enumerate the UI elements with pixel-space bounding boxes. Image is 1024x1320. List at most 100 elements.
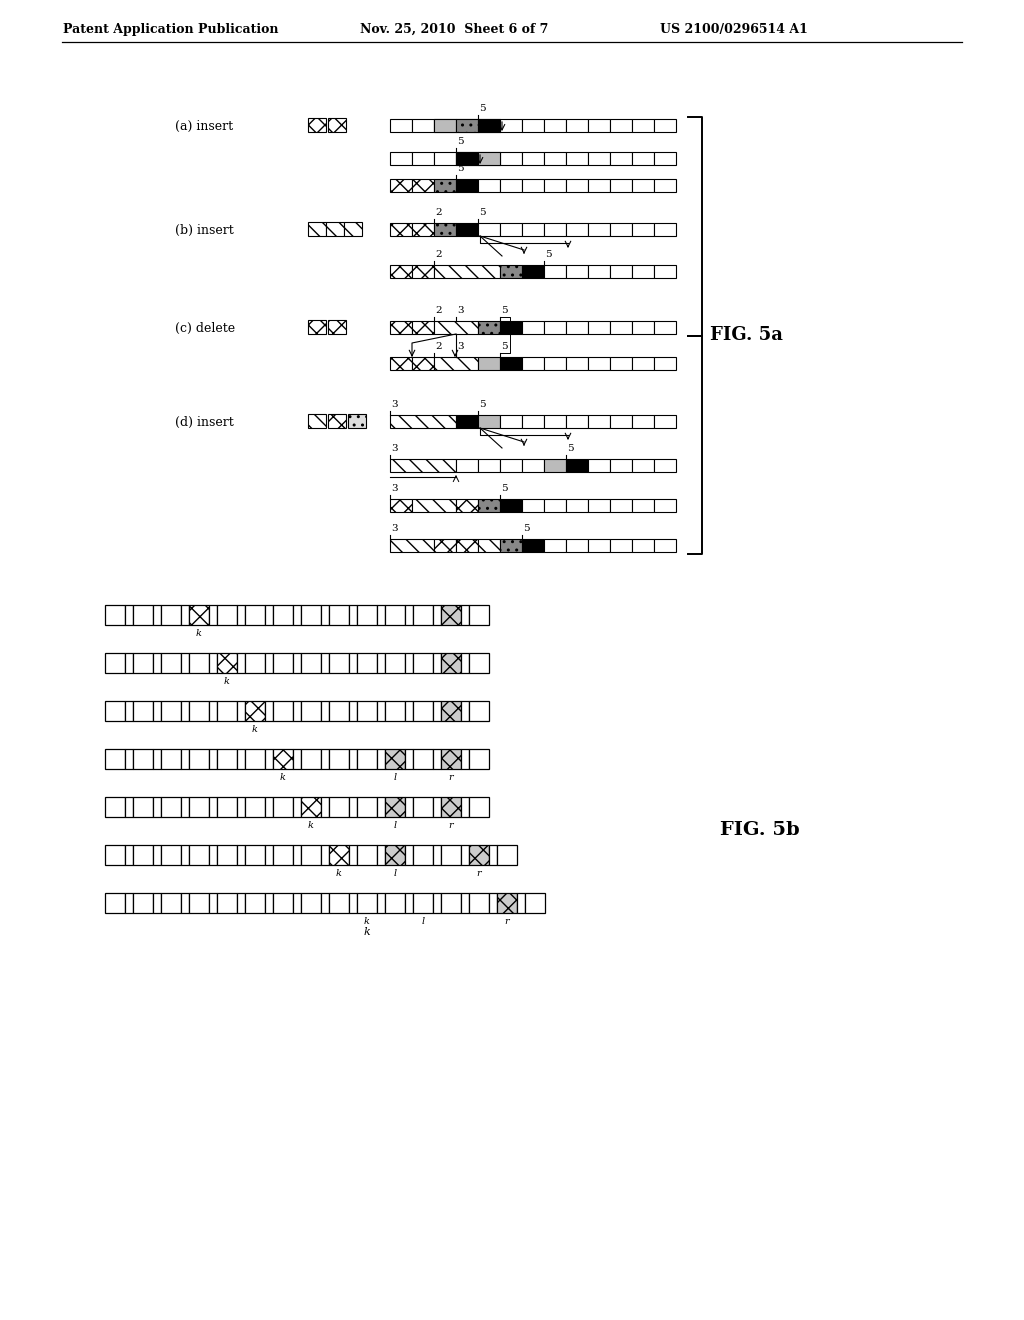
- Bar: [632, 152, 654, 165]
- Bar: [217, 653, 237, 673]
- Bar: [654, 180, 676, 191]
- Bar: [522, 321, 544, 334]
- Bar: [544, 356, 566, 370]
- Bar: [406, 605, 413, 624]
- Text: 5: 5: [457, 137, 464, 147]
- Bar: [321, 701, 329, 721]
- Bar: [357, 797, 377, 817]
- Bar: [500, 414, 522, 428]
- Bar: [293, 748, 301, 770]
- Bar: [161, 797, 181, 817]
- Bar: [433, 894, 441, 913]
- Bar: [385, 845, 406, 865]
- Bar: [273, 797, 293, 817]
- Bar: [610, 356, 632, 370]
- Text: (c) delete: (c) delete: [175, 322, 236, 334]
- Bar: [209, 653, 217, 673]
- Bar: [377, 894, 385, 913]
- Bar: [456, 414, 478, 428]
- Bar: [610, 223, 632, 236]
- Text: k: k: [364, 927, 371, 937]
- Bar: [349, 605, 357, 624]
- Bar: [588, 356, 610, 370]
- Bar: [406, 653, 413, 673]
- Bar: [329, 605, 349, 624]
- Bar: [349, 701, 357, 721]
- Bar: [654, 499, 676, 512]
- Bar: [433, 845, 441, 865]
- Bar: [500, 180, 522, 191]
- Bar: [566, 499, 588, 512]
- Bar: [478, 180, 500, 191]
- Text: 5: 5: [523, 524, 529, 533]
- Bar: [385, 748, 406, 770]
- Bar: [456, 119, 478, 132]
- Bar: [301, 701, 321, 721]
- Bar: [189, 797, 209, 817]
- Bar: [544, 180, 566, 191]
- Text: Patent Application Publication: Patent Application Publication: [63, 22, 279, 36]
- Bar: [588, 539, 610, 552]
- Bar: [153, 653, 161, 673]
- Bar: [412, 152, 434, 165]
- Bar: [265, 748, 273, 770]
- Bar: [265, 894, 273, 913]
- Bar: [326, 222, 344, 236]
- Bar: [105, 605, 125, 624]
- Bar: [377, 797, 385, 817]
- Bar: [434, 356, 478, 370]
- Bar: [478, 356, 500, 370]
- Bar: [377, 845, 385, 865]
- Bar: [357, 605, 377, 624]
- Text: k: k: [280, 774, 286, 781]
- Bar: [385, 894, 406, 913]
- Bar: [500, 223, 522, 236]
- Bar: [434, 180, 456, 191]
- Bar: [293, 797, 301, 817]
- Bar: [588, 223, 610, 236]
- Bar: [390, 152, 412, 165]
- Bar: [654, 321, 676, 334]
- Bar: [461, 748, 469, 770]
- Bar: [181, 845, 189, 865]
- Bar: [189, 701, 209, 721]
- Bar: [406, 797, 413, 817]
- Bar: [588, 265, 610, 279]
- Bar: [456, 459, 478, 473]
- Bar: [461, 845, 469, 865]
- Bar: [349, 894, 357, 913]
- Text: 5: 5: [545, 249, 552, 259]
- Bar: [654, 265, 676, 279]
- Text: r: r: [449, 821, 454, 830]
- Bar: [413, 797, 433, 817]
- Bar: [632, 223, 654, 236]
- Bar: [412, 223, 434, 236]
- Text: 2: 2: [435, 342, 441, 351]
- Bar: [544, 223, 566, 236]
- Bar: [566, 414, 588, 428]
- Bar: [434, 265, 500, 279]
- Bar: [125, 605, 133, 624]
- Bar: [209, 894, 217, 913]
- Bar: [566, 539, 588, 552]
- Bar: [588, 414, 610, 428]
- Bar: [237, 701, 245, 721]
- Bar: [153, 605, 161, 624]
- Bar: [293, 894, 301, 913]
- Bar: [237, 748, 245, 770]
- Bar: [632, 414, 654, 428]
- Bar: [209, 701, 217, 721]
- Bar: [153, 845, 161, 865]
- Bar: [544, 539, 566, 552]
- Bar: [433, 797, 441, 817]
- Bar: [237, 605, 245, 624]
- Bar: [209, 797, 217, 817]
- Bar: [181, 605, 189, 624]
- Bar: [441, 748, 461, 770]
- Bar: [181, 701, 189, 721]
- Bar: [153, 748, 161, 770]
- Bar: [433, 605, 441, 624]
- Bar: [566, 265, 588, 279]
- Text: l: l: [393, 821, 396, 830]
- Bar: [654, 356, 676, 370]
